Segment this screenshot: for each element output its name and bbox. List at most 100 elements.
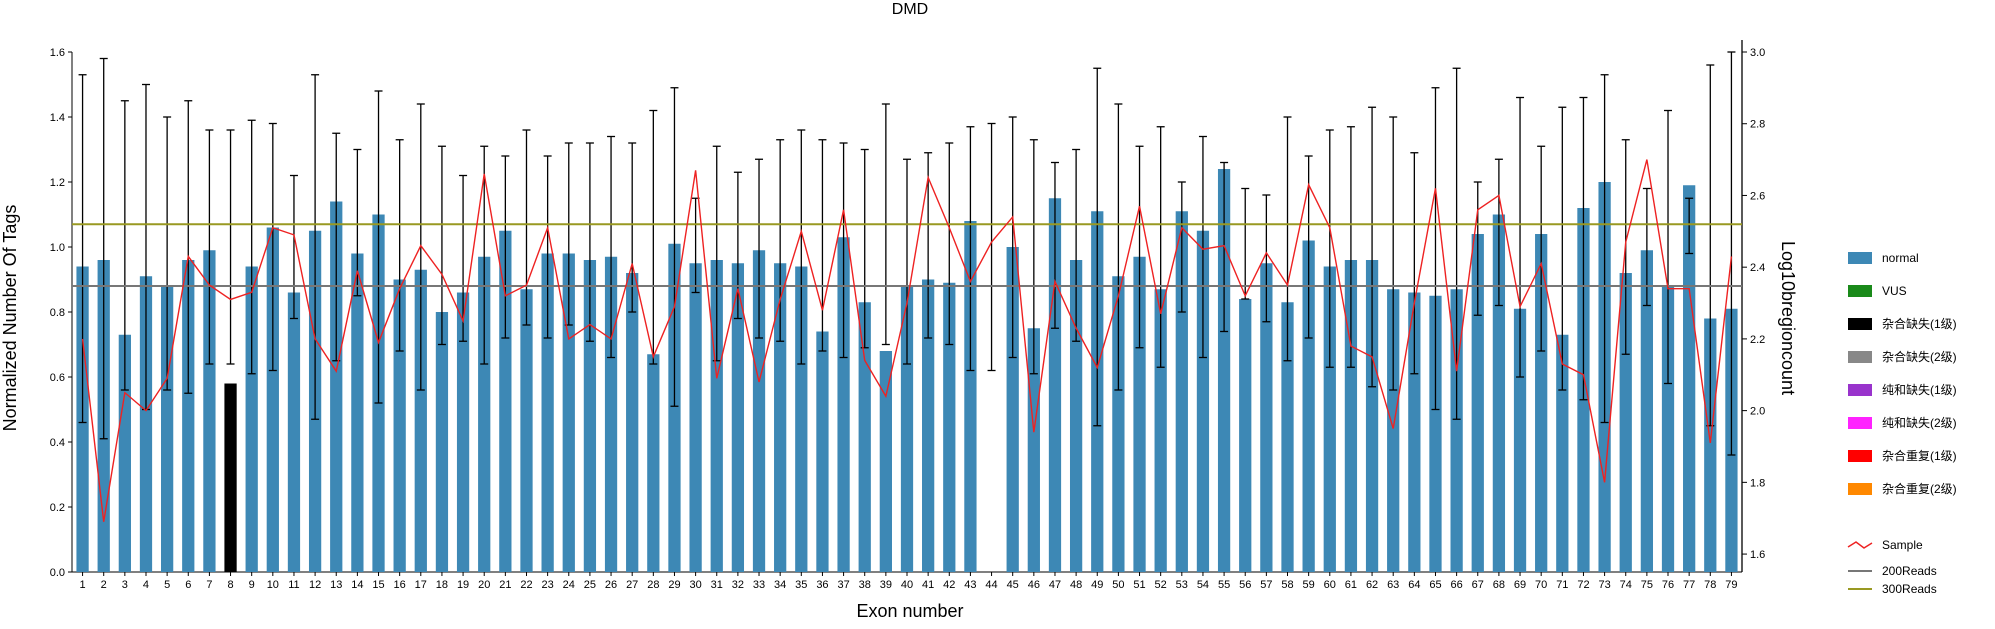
bar bbox=[1006, 247, 1019, 572]
bar bbox=[435, 312, 449, 572]
x-tick-label: 36 bbox=[816, 579, 828, 591]
legend-label: VUS bbox=[1882, 284, 1907, 298]
y-tick-label: 1.0 bbox=[50, 242, 65, 254]
x-tick-label: 78 bbox=[1704, 579, 1716, 591]
y-tick-label: 0.6 bbox=[50, 372, 65, 384]
legend-swatch bbox=[1848, 384, 1872, 396]
legend-swatch bbox=[1848, 351, 1872, 363]
bar bbox=[1535, 234, 1548, 572]
bar bbox=[1175, 211, 1188, 572]
bar bbox=[1344, 260, 1358, 572]
x-tick-label: 68 bbox=[1493, 579, 1505, 591]
bar bbox=[795, 266, 808, 572]
bar bbox=[541, 253, 554, 572]
bar bbox=[1133, 256, 1146, 572]
x-tick-label: 34 bbox=[774, 579, 786, 591]
y2-tick-label: 2.4 bbox=[1750, 262, 1765, 274]
x-tick-label: 54 bbox=[1197, 579, 1209, 591]
bar bbox=[1492, 214, 1506, 572]
bar bbox=[774, 263, 787, 572]
x-tick-label: 23 bbox=[542, 579, 554, 591]
legend-label: 纯和缺失(2级) bbox=[1882, 415, 1957, 430]
x-tick-label: 33 bbox=[753, 579, 765, 591]
bar bbox=[224, 383, 237, 572]
x-tick-label: 9 bbox=[249, 579, 255, 591]
bar bbox=[816, 331, 829, 572]
x-tick-label: 27 bbox=[626, 579, 638, 591]
y-tick-label: 0.2 bbox=[50, 502, 65, 514]
y-tick-label: 0.4 bbox=[50, 437, 65, 449]
bar bbox=[1619, 273, 1632, 572]
x-tick-label: 38 bbox=[859, 579, 871, 591]
x-tick-label: 31 bbox=[711, 579, 723, 591]
x-tick-label: 63 bbox=[1387, 579, 1399, 591]
bar bbox=[752, 250, 766, 572]
x-tick-label: 70 bbox=[1535, 579, 1547, 591]
bar bbox=[1683, 185, 1696, 572]
x-tick-label: 24 bbox=[563, 579, 575, 591]
sample-line bbox=[81, 159, 1733, 522]
bar bbox=[1048, 198, 1062, 572]
bar bbox=[287, 292, 301, 572]
legend-label: 纯和缺失(1级) bbox=[1882, 382, 1957, 397]
x-tick-label: 57 bbox=[1260, 579, 1272, 591]
legend-label: 200Reads bbox=[1882, 564, 1937, 578]
legend-line-swatch bbox=[1847, 541, 1873, 549]
x-tick-label: 16 bbox=[394, 579, 406, 591]
bar bbox=[1556, 334, 1569, 572]
x-tick-label: 64 bbox=[1408, 579, 1420, 591]
legend-swatch bbox=[1848, 450, 1872, 462]
x-tick-label: 17 bbox=[415, 579, 427, 591]
x-tick-label: 52 bbox=[1155, 579, 1167, 591]
x-tick-label: 49 bbox=[1091, 579, 1103, 591]
bar bbox=[393, 279, 406, 572]
x-tick-label: 76 bbox=[1662, 579, 1674, 591]
legend-label: 杂合缺失(2级) bbox=[1882, 349, 1957, 364]
bar bbox=[604, 256, 618, 572]
y2-tick-label: 1.6 bbox=[1750, 549, 1765, 561]
legend-label: Sample bbox=[1882, 538, 1923, 552]
x-tick-label: 50 bbox=[1112, 579, 1124, 591]
bar bbox=[499, 230, 512, 572]
y-axis-title: Normalized Number Of Tags bbox=[0, 205, 20, 432]
bar bbox=[118, 334, 131, 572]
y-tick-label: 0.8 bbox=[50, 307, 65, 319]
y-tick-label: 1.4 bbox=[50, 112, 65, 124]
y2-tick-label: 2.2 bbox=[1750, 334, 1765, 346]
bar bbox=[1640, 250, 1654, 572]
x-tick-label: 1 bbox=[80, 579, 86, 591]
bar bbox=[1027, 328, 1040, 572]
x-tick-label: 69 bbox=[1514, 579, 1526, 591]
bar bbox=[1513, 308, 1527, 572]
x-tick-label: 4 bbox=[143, 579, 149, 591]
x-tick-label: 66 bbox=[1450, 579, 1462, 591]
bar bbox=[922, 279, 935, 572]
bar bbox=[351, 253, 364, 572]
legend-label: normal bbox=[1882, 251, 1919, 265]
x-tick-label: 51 bbox=[1133, 579, 1145, 591]
x-tick-label: 30 bbox=[689, 579, 701, 591]
bar bbox=[1387, 289, 1400, 572]
x-tick-label: 39 bbox=[880, 579, 892, 591]
bar bbox=[1450, 289, 1463, 572]
x-tick-label: 21 bbox=[499, 579, 511, 591]
y2-tick-label: 2.6 bbox=[1750, 190, 1765, 202]
y-tick-label: 0.0 bbox=[50, 567, 65, 579]
bar bbox=[647, 354, 660, 572]
bar bbox=[943, 282, 956, 572]
bar bbox=[1323, 266, 1336, 572]
y2-tick-label: 2.8 bbox=[1750, 119, 1765, 131]
legend-swatch bbox=[1848, 483, 1872, 495]
legend-label: 杂合缺失(1级) bbox=[1882, 316, 1957, 331]
x-tick-label: 67 bbox=[1472, 579, 1484, 591]
bar bbox=[520, 289, 533, 572]
bar bbox=[245, 266, 258, 572]
x-tick-label: 56 bbox=[1239, 579, 1251, 591]
legend-swatch bbox=[1848, 252, 1872, 264]
x-tick-label: 72 bbox=[1577, 579, 1589, 591]
x-tick-label: 22 bbox=[520, 579, 532, 591]
x-tick-label: 18 bbox=[436, 579, 448, 591]
x-tick-label: 10 bbox=[267, 579, 279, 591]
bar bbox=[1239, 299, 1252, 572]
legend: normal VUS 杂合缺失(1级) 杂合缺失(2级) 纯和缺失(1级) 纯和缺失(2级… bbox=[1847, 251, 1957, 596]
